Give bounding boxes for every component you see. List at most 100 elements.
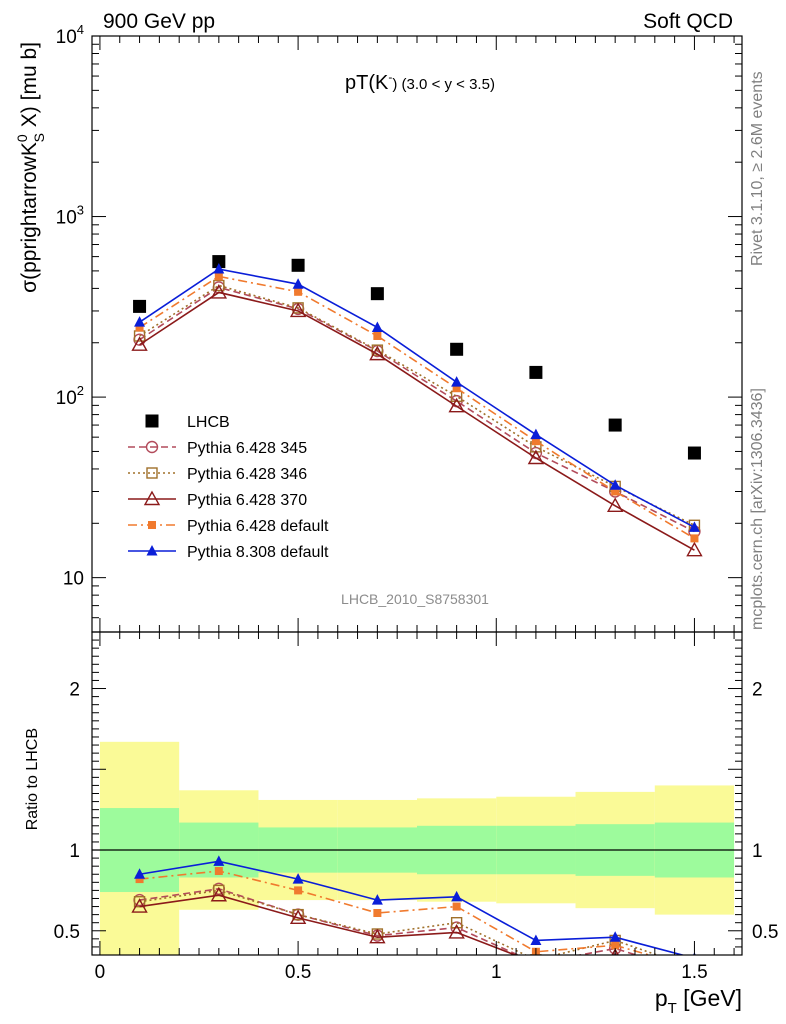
main-y-tick-label-base: 10 [63,569,84,590]
main-data-point [687,446,701,460]
legend: LHCB Pythia 6.428 345 Pythia 6.428 346 Pyth… [128,414,329,561]
main-y-tick-label: 102 [56,383,84,409]
ratio-y-axis-label: Ratio to LHCB [24,728,41,830]
legend-entry-label: Pythia 8.308 default [187,544,329,561]
ratio-data-point [369,928,386,944]
ratio-series-line [139,889,660,955]
x-tick-label: 0.5 [285,962,311,983]
ratio-series-line [139,894,518,955]
main-data-point [452,384,461,393]
main-data-point [450,342,464,356]
main-data-point [606,497,624,513]
main-data-point [213,279,225,292]
main-data-point [448,397,465,413]
main-data-point [531,437,540,446]
main-data-point [609,479,621,490]
header-category-label: Soft QCD [643,10,733,33]
main-title-rest: ) (3.0 < y < 3.5) [392,76,495,93]
ratio-data-point [373,909,382,918]
ratio-data-point [371,894,383,905]
main-data-point [210,283,228,299]
main-title: pT(K-) (3.0 < y < 3.5) [345,70,495,94]
header-energy-label: 900 GeV pp [103,10,215,33]
ratio-uncertainty-bands [99,741,735,955]
ratio-data-point [214,867,223,876]
legend-marker [146,467,158,479]
rivet-version-label: Rivet 3.1.10, ≥ 2.6M events [749,71,766,266]
main-y-axis-label-text: σ(pprightarrowK [18,142,41,293]
main-y-tick-label: 103 [56,203,84,229]
main-y-tick-label: 104 [56,22,84,48]
ratio-y-tick-label-left: 2 [69,680,80,701]
x-axis-label: pT [GeV] [655,985,742,1017]
main-series-line [139,286,695,533]
main-title-sup: - [388,70,392,84]
ratio-data-point [452,902,461,911]
main-data-point [291,258,305,272]
main-x-ticks [99,36,735,632]
main-y-tick-label: 10 [63,569,84,590]
main-data-point [611,487,620,496]
legend-marker [146,545,158,556]
x-axis-label-text: p [655,985,668,1011]
main-data-point [370,287,384,301]
main-data-point [131,336,148,351]
ratio-data-point [135,875,144,884]
ratio-data-point [133,896,146,908]
main-y-axis-label-sup: 0 [14,134,30,142]
main-y-tick-label-base: 10 [56,388,77,409]
main-data-point [134,316,146,327]
main-y-axis-label: σ(pprightarrowK0S X) [mu b] [14,42,47,293]
ratio-data-point [530,934,542,945]
legend-entry-label: Pythia 6.428 370 [187,492,307,509]
x-axis-label-sub: T [668,1000,677,1017]
legend-marker [145,414,159,428]
main-data-point [608,418,622,432]
main-y-axis-label-rest: X) [mu b] [18,42,41,133]
legend-entry-label: LHCB [187,414,230,431]
main-data-point [527,449,545,465]
ratio-data-point [134,868,146,879]
mcplots-label: mcplots.cern.ch [arXiv:1306.3436] [749,388,766,630]
main-data-point [686,541,703,557]
main-data-point [292,278,304,289]
ratio-data-point [611,941,620,950]
legend-marker [148,521,156,529]
main-series-line [139,275,695,540]
ratio-data-point [292,873,304,884]
main-data-point [214,272,223,281]
ratio-panel: 0.5 0.5 1 1 2 2 0 0.5 1 1.5 Ratio to LHCB pT [Ge… [24,631,778,1017]
ratio-series-line [139,870,653,955]
main-series-line [139,284,695,527]
legend-marker [143,490,161,506]
main-data-point [688,521,700,532]
ratio-data-point [448,923,465,939]
ratio-data-point [213,855,225,866]
main-y-tick-label-base: 10 [56,27,77,48]
main-panel-frame [91,35,743,633]
main-series-line [139,268,695,529]
ratio-data-point [131,898,148,913]
main-data-point [213,263,225,274]
main-data-point [135,323,144,332]
main-data-point [371,344,384,356]
legend-entry-label: Pythia 6.428 default [187,518,329,535]
ratio-data-point [289,909,307,925]
main-data-point [289,302,307,318]
x-tick-label: 0 [95,962,106,983]
ratio-y-tick-label-left: 1 [69,841,80,862]
ratio-data-point [609,931,621,942]
main-series-layer [131,255,703,557]
ratio-x-ticks: 0 0.5 1 1.5 [95,632,735,983]
legend-marker [145,440,159,454]
main-data-point [530,428,542,440]
ratio-data-point [535,954,537,955]
ratio-data-point [451,890,463,902]
main-data-point [529,365,543,379]
main-data-point [371,321,383,332]
main-data-point [451,376,463,387]
legend-entry-label: Pythia 6.428 346 [187,466,307,483]
